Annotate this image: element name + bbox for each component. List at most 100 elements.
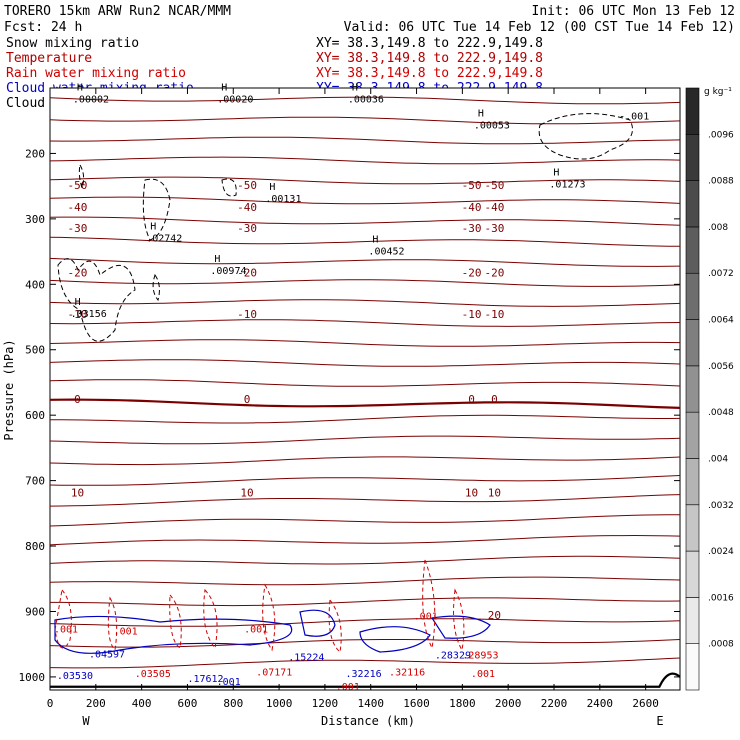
temperature-level-label: 0 bbox=[468, 393, 475, 406]
y-tick-label: 700 bbox=[25, 475, 45, 488]
low-level-maximum-label: .32116 bbox=[389, 668, 425, 679]
colorbar-segment bbox=[685, 180, 700, 228]
colorbar-tick-label: .0048 bbox=[708, 408, 734, 418]
maximum-value-label: .00452 bbox=[368, 246, 404, 257]
temperature-contour-line bbox=[49, 359, 681, 367]
low-level-maximum-label: .15224 bbox=[288, 653, 324, 664]
maximum-h-label: H bbox=[352, 83, 358, 94]
maximum-marker: H.02742 bbox=[146, 221, 182, 244]
temperature-level-label: 20 bbox=[488, 609, 501, 622]
temperature-level-label: -20 bbox=[237, 267, 257, 280]
temperature-contour-line bbox=[49, 475, 681, 486]
temperature-level-label: -40 bbox=[237, 201, 257, 214]
temperature-level-label: -20 bbox=[68, 267, 88, 280]
colorbar-tick-label: .0072 bbox=[708, 269, 734, 279]
contour-label: .001 bbox=[217, 677, 241, 688]
colorbar-segment bbox=[685, 550, 700, 598]
x-tick-label: 2000 bbox=[495, 697, 522, 710]
maximum-h-label: H bbox=[372, 234, 378, 245]
temperature-contour-line bbox=[49, 618, 681, 627]
colorbar-segment bbox=[685, 597, 700, 644]
temperature-level-label: -50 bbox=[68, 179, 88, 192]
temperature-level-label: -10 bbox=[68, 308, 88, 321]
colorbar-segment bbox=[685, 458, 700, 506]
rain-water-contour bbox=[262, 583, 276, 652]
x-tick-label: 1400 bbox=[357, 697, 384, 710]
snow-contour-line bbox=[152, 273, 160, 302]
temperature-level-label: -40 bbox=[484, 201, 504, 214]
header-forecast: Fcst: 24 h bbox=[4, 20, 82, 35]
maximum-marker: H.00053 bbox=[474, 109, 510, 132]
maximum-h-label: H bbox=[150, 221, 156, 232]
x-tick-label: 400 bbox=[132, 697, 152, 710]
temperature-contour-line bbox=[49, 576, 681, 586]
colorbar-tick-label: .004 bbox=[708, 454, 728, 464]
maximum-h-label: H bbox=[221, 83, 227, 94]
maximum-marker: H.00974 bbox=[210, 254, 246, 277]
maximum-marker: H.00002 bbox=[73, 83, 109, 106]
axes: 0 200 400 600 800 1000 1200 1400 1600 1800 2000 220… bbox=[19, 88, 680, 710]
low-level-maximum-label: .03530 bbox=[57, 671, 93, 682]
y-tick-label: 500 bbox=[25, 344, 45, 357]
temperature-contour-line bbox=[49, 657, 681, 669]
colorbar-unit: g kg⁻¹ bbox=[704, 87, 732, 97]
colorbar-segment bbox=[685, 411, 700, 459]
temperature-level-label: -10 bbox=[462, 308, 482, 321]
low-level-maximum-label: .07171 bbox=[256, 668, 292, 679]
colorbar-tick-label: .0016 bbox=[708, 593, 734, 603]
temperature-contour-line bbox=[49, 639, 681, 648]
maximum-value-label: .00053 bbox=[474, 121, 510, 132]
cloud-water-contour bbox=[54, 615, 293, 654]
field-name: Temperature bbox=[6, 51, 92, 66]
colorbar-tick-label: .0008 bbox=[708, 640, 734, 650]
temperature-contour-line bbox=[50, 597, 681, 607]
x-end-label-west: W bbox=[82, 714, 90, 728]
y-tick-label: 400 bbox=[25, 278, 45, 291]
maximum-h-label: H bbox=[478, 109, 484, 120]
header-valid: Valid: 06 UTC Tue 14 Feb 12 (00 CST Tue … bbox=[344, 20, 735, 35]
temperature-contour-line bbox=[49, 319, 681, 327]
temperature-level-label: -30 bbox=[68, 222, 88, 235]
x-tick-label: 0 bbox=[47, 697, 54, 710]
temperature-contour-line bbox=[49, 534, 681, 546]
colorbar-segment bbox=[685, 319, 700, 367]
field-xy-range: XY= 38.3,149.8 to 222.9,149.8 bbox=[316, 36, 543, 51]
colorbar-segment bbox=[685, 134, 700, 181]
temperature-contour-line bbox=[49, 279, 681, 287]
maximum-h-label: H bbox=[75, 297, 81, 308]
colorbar-tick-label: .0024 bbox=[708, 547, 734, 557]
y-tick-label: 200 bbox=[25, 147, 45, 160]
temperature-contour-line bbox=[49, 555, 681, 565]
temperature-contour-line bbox=[49, 339, 681, 347]
x-end-label-east: E bbox=[656, 714, 663, 728]
x-axis-label: Distance (km) bbox=[321, 714, 415, 728]
colorbar-tick-label: .0064 bbox=[708, 316, 734, 326]
colorbar-segment bbox=[685, 365, 700, 413]
x-tick-label: 800 bbox=[223, 697, 243, 710]
temperature-level-label: -50 bbox=[462, 179, 482, 192]
field-name: Snow mixing ratio bbox=[6, 36, 139, 51]
plot-content: -50 -50 -50 -50-40 -40 -40 -40-30 -30 -30 -30-20-… bbox=[49, 83, 681, 693]
low-level-maximum-label: .32216 bbox=[346, 669, 382, 680]
maximum-value-label: .00974 bbox=[210, 266, 246, 277]
temperature-level-label: 10 bbox=[240, 486, 253, 499]
temperature-contour-line bbox=[49, 435, 681, 445]
temperature-contour-line bbox=[49, 494, 681, 507]
maximum-h-label: H bbox=[553, 168, 559, 179]
y-tick-label: 1000 bbox=[19, 671, 46, 684]
temperature-level-label: 10 bbox=[71, 486, 84, 499]
y-axis-label: Pressure (hPa) bbox=[2, 339, 16, 440]
colorbar-tick-label: .0056 bbox=[708, 362, 734, 372]
rain-water-contour bbox=[107, 596, 118, 652]
x-tick-label: 2200 bbox=[541, 697, 568, 710]
maximum-value-label: .00036 bbox=[348, 95, 384, 106]
temperature-contour-line bbox=[49, 514, 680, 527]
y-tick-label: 300 bbox=[25, 213, 45, 226]
temperature-level-label: -50 bbox=[237, 179, 257, 192]
temperature-level-label: 0 bbox=[74, 393, 81, 406]
maximum-marker: H.00452 bbox=[368, 234, 404, 257]
snow-contour-line bbox=[221, 178, 237, 197]
field-xy-range: XY= 38.3,149.8 to 222.9,149.8 bbox=[316, 66, 543, 81]
rain-water-contour bbox=[328, 598, 342, 653]
x-tick-label: 1000 bbox=[266, 697, 293, 710]
